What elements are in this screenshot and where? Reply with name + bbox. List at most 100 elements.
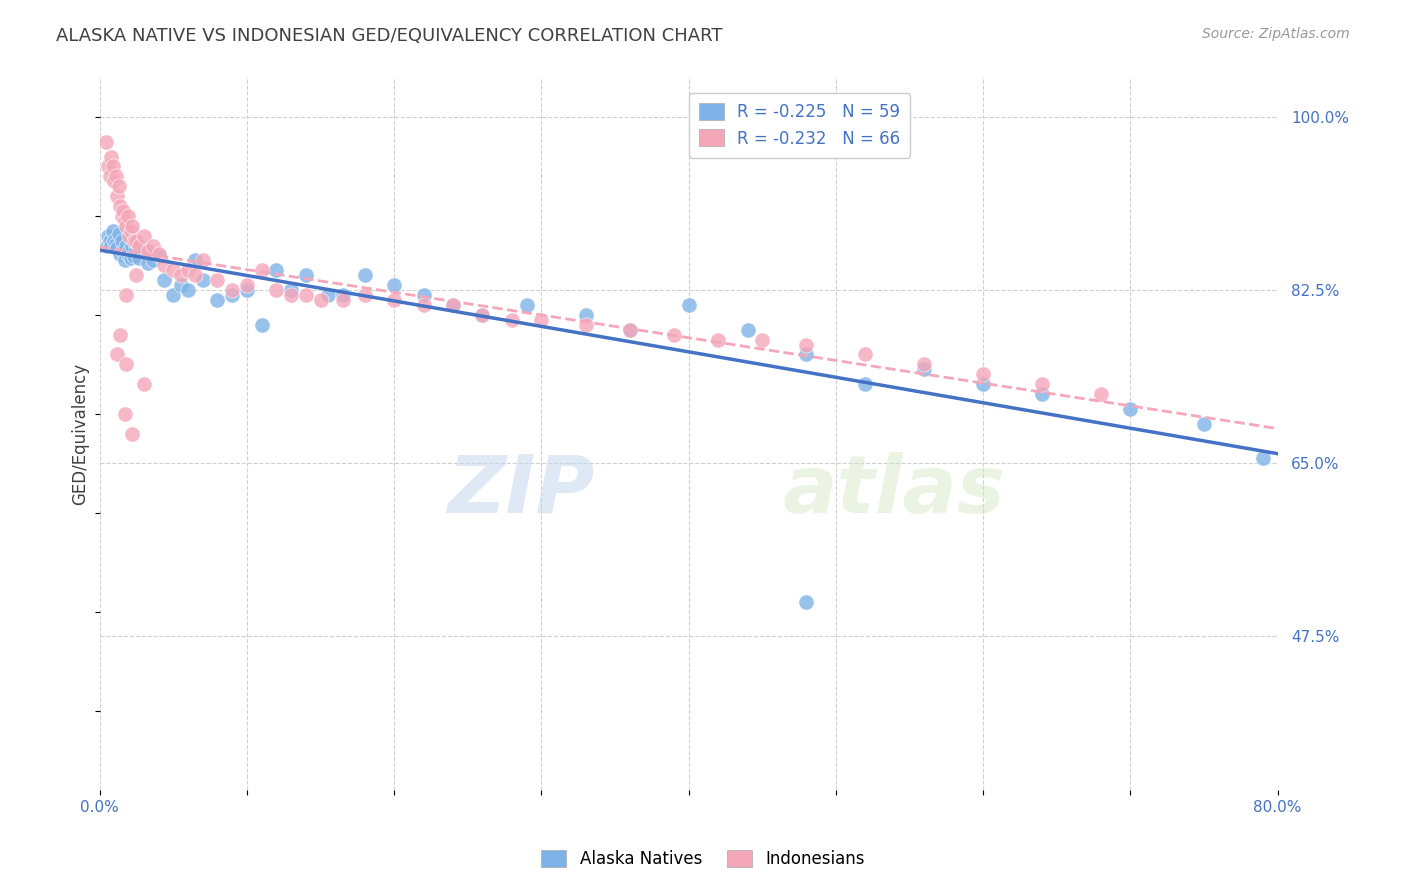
- Point: [1119, 401, 1142, 416]
- Point: [191, 253, 214, 268]
- Point: [309, 293, 332, 307]
- Point: [972, 377, 994, 392]
- Legend: R = -0.225   N = 59, R = -0.232   N = 66: R = -0.225 N = 59, R = -0.232 N = 66: [689, 93, 910, 158]
- Point: [294, 288, 316, 302]
- Point: [118, 228, 141, 243]
- Point: [132, 244, 155, 258]
- Point: [471, 308, 494, 322]
- Point: [132, 377, 155, 392]
- Point: [153, 259, 176, 273]
- Point: [132, 228, 155, 243]
- Point: [332, 288, 354, 302]
- Point: [107, 227, 129, 241]
- Point: [111, 234, 134, 248]
- Point: [662, 327, 685, 342]
- Point: [104, 236, 127, 251]
- Point: [112, 204, 135, 219]
- Point: [191, 273, 214, 287]
- Y-axis label: GED/Equivalency: GED/Equivalency: [72, 362, 89, 505]
- Point: [125, 234, 148, 248]
- Point: [122, 248, 145, 262]
- Point: [266, 283, 288, 297]
- Point: [110, 246, 132, 260]
- Point: [853, 347, 876, 361]
- Point: [912, 357, 935, 371]
- Point: [142, 238, 165, 252]
- Point: [737, 323, 759, 337]
- Point: [153, 273, 176, 287]
- Point: [114, 253, 136, 268]
- Point: [162, 288, 184, 302]
- Point: [707, 333, 730, 347]
- Point: [250, 263, 273, 277]
- Point: [169, 268, 191, 283]
- Point: [148, 248, 170, 262]
- Point: [118, 244, 141, 258]
- Point: [101, 160, 124, 174]
- Point: [100, 238, 122, 252]
- Point: [1031, 377, 1053, 392]
- Point: [128, 251, 150, 265]
- Point: [105, 347, 128, 361]
- Legend: Alaska Natives, Indonesians: Alaska Natives, Indonesians: [534, 843, 872, 875]
- Point: [120, 251, 142, 265]
- Point: [121, 426, 143, 441]
- Text: atlas: atlas: [783, 451, 1005, 530]
- Point: [121, 219, 143, 233]
- Point: [796, 595, 818, 609]
- Point: [574, 308, 596, 322]
- Point: [1251, 451, 1274, 466]
- Point: [1192, 417, 1215, 431]
- Point: [103, 174, 125, 188]
- Point: [236, 278, 259, 293]
- Point: [148, 246, 170, 260]
- Point: [266, 263, 288, 277]
- Point: [280, 288, 302, 302]
- Point: [110, 199, 132, 213]
- Point: [98, 169, 121, 184]
- Point: [412, 288, 434, 302]
- Point: [751, 333, 773, 347]
- Point: [121, 238, 143, 252]
- Point: [97, 228, 120, 243]
- Point: [250, 318, 273, 332]
- Point: [236, 283, 259, 297]
- Point: [162, 263, 184, 277]
- Point: [100, 150, 122, 164]
- Point: [207, 273, 229, 287]
- Point: [142, 253, 165, 268]
- Point: [796, 337, 818, 351]
- Point: [501, 313, 523, 327]
- Point: [112, 244, 135, 258]
- Point: [103, 234, 125, 248]
- Point: [441, 298, 464, 312]
- Point: [332, 293, 354, 307]
- Point: [115, 357, 138, 371]
- Point: [316, 288, 339, 302]
- Point: [104, 169, 127, 184]
- Point: [107, 179, 129, 194]
- Point: [117, 246, 139, 260]
- Point: [115, 238, 138, 252]
- Point: [441, 298, 464, 312]
- Point: [120, 224, 142, 238]
- Point: [122, 234, 145, 248]
- Point: [207, 293, 229, 307]
- Point: [221, 283, 243, 297]
- Point: [177, 283, 200, 297]
- Point: [353, 288, 375, 302]
- Point: [117, 209, 139, 223]
- Point: [97, 160, 120, 174]
- Point: [105, 189, 128, 203]
- Point: [382, 278, 405, 293]
- Point: [972, 368, 994, 382]
- Point: [516, 298, 538, 312]
- Point: [1090, 387, 1112, 401]
- Point: [111, 209, 134, 223]
- Point: [125, 268, 148, 283]
- Point: [114, 407, 136, 421]
- Point: [98, 234, 121, 248]
- Point: [294, 268, 316, 283]
- Point: [353, 268, 375, 283]
- Point: [412, 298, 434, 312]
